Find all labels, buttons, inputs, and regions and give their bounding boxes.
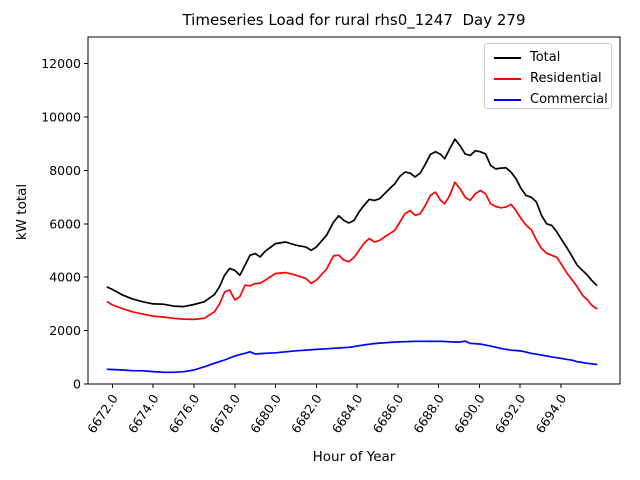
x-tick-label: 6672.0: [84, 391, 121, 436]
legend-item: Commercial: [494, 89, 611, 110]
y-tick-label: 0: [73, 377, 81, 392]
legend-line-swatch: [494, 98, 521, 101]
x-tick-label: 6678.0: [206, 391, 243, 436]
x-tick-label: 6676.0: [166, 391, 203, 436]
legend-label: Commercial: [530, 92, 608, 107]
x-tick-label: 6688.0: [410, 391, 447, 436]
y-tick-label: 4000: [49, 270, 81, 285]
legend-label: Residential: [530, 71, 602, 86]
legend-label: Total: [530, 50, 561, 65]
chart-title: Timeseries Load for rural rhs0_1247 Day …: [182, 11, 526, 29]
total-line: [106, 138, 598, 308]
x-tick-label: 6674.0: [125, 391, 162, 436]
y-tick-label: 12000: [41, 56, 81, 71]
x-tick-label: 6686.0: [369, 391, 406, 436]
y-tick-label: 10000: [41, 110, 81, 125]
x-tick-label: 6680.0: [247, 391, 284, 436]
legend-line-swatch: [494, 56, 521, 59]
x-tick-label: 6682.0: [288, 391, 325, 436]
legend-line-swatch: [494, 77, 521, 80]
plot-frame: [87, 36, 621, 385]
residential-line: [106, 181, 598, 321]
legend-item: Total: [494, 47, 611, 68]
legend-item: Residential: [494, 68, 611, 89]
y-tick-label: 2000: [49, 323, 81, 338]
x-tick-label: 6684.0: [329, 391, 366, 436]
y-axis-label: kW total: [14, 183, 30, 241]
x-axis-label: Hour of Year: [312, 449, 396, 465]
legend: Total Residential Commercial: [484, 43, 612, 109]
x-tick-label: 6692.0: [492, 391, 529, 436]
y-tick-label: 6000: [49, 216, 81, 231]
commercial-line: [106, 340, 598, 374]
y-tick-label: 8000: [49, 163, 81, 178]
x-tick-label: 6690.0: [451, 391, 488, 436]
x-tick-label: 6694.0: [532, 391, 569, 436]
